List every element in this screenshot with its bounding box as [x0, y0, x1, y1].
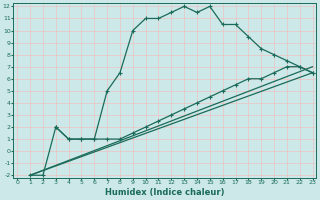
- X-axis label: Humidex (Indice chaleur): Humidex (Indice chaleur): [105, 188, 225, 197]
